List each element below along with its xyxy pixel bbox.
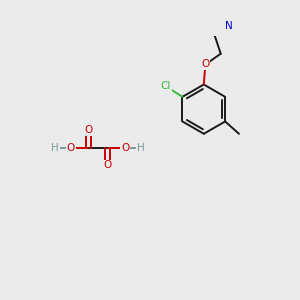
- Text: H: H: [137, 143, 145, 153]
- Text: O: O: [121, 143, 129, 153]
- Text: Cl: Cl: [160, 81, 171, 91]
- Text: N: N: [225, 21, 232, 31]
- Text: H: H: [51, 143, 59, 153]
- Text: O: O: [84, 125, 92, 135]
- Text: O: O: [103, 160, 112, 170]
- Text: O: O: [67, 143, 75, 153]
- Text: O: O: [201, 59, 209, 70]
